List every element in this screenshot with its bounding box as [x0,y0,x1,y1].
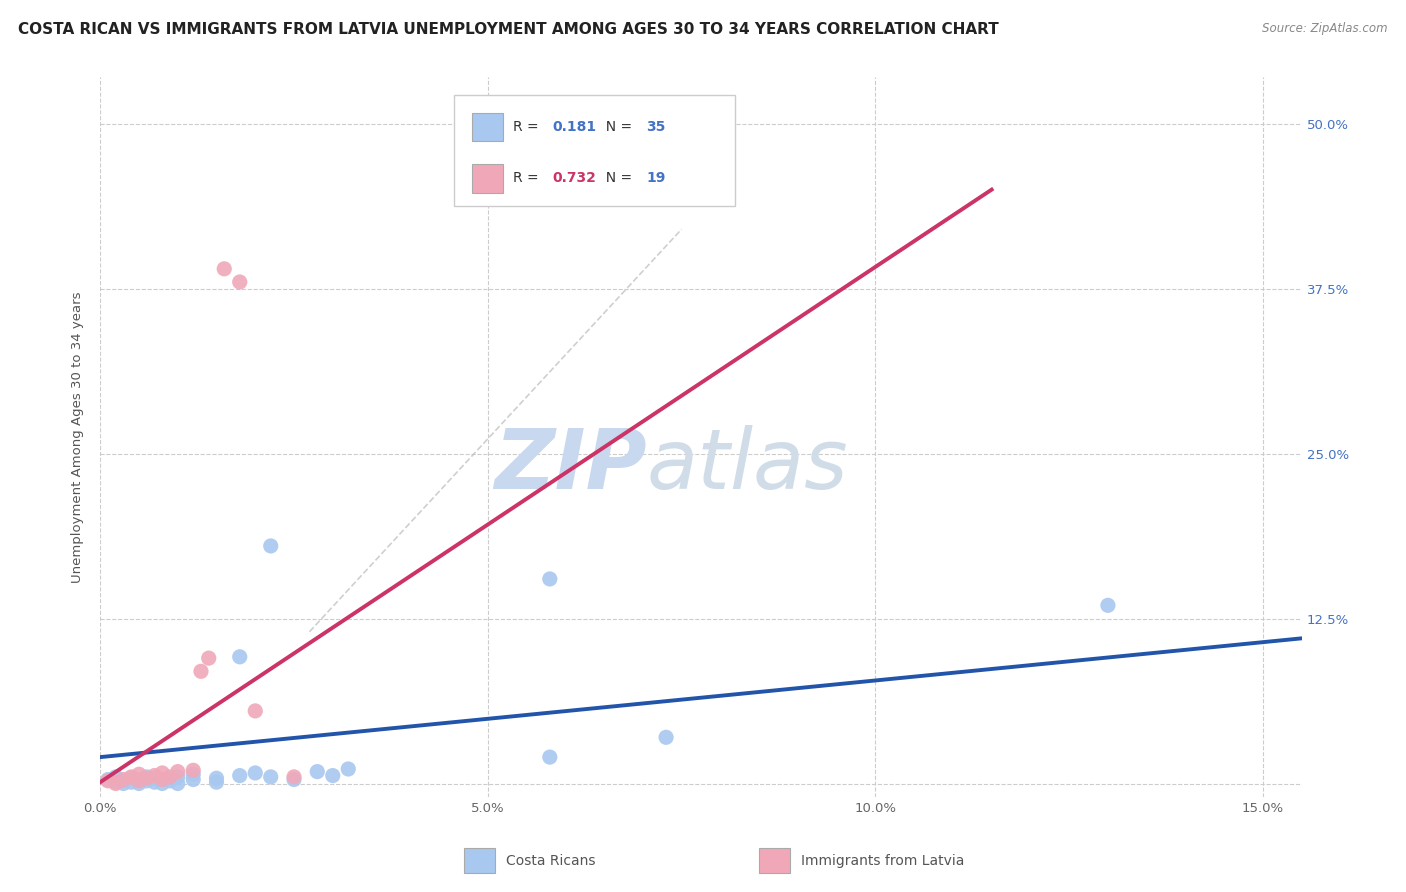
Point [166,776,188,790]
Point [135,773,157,788]
Text: 19: 19 [647,171,665,186]
Point [135,771,157,785]
Point [104,776,127,790]
Point [104,770,127,784]
Point [229,649,252,664]
Point [205,771,228,785]
Point [655,731,678,745]
Point [283,770,305,784]
Point [197,651,219,665]
Point [538,572,561,586]
Point [260,539,283,553]
Point [150,766,173,780]
Point [97,772,120,787]
Point [1097,599,1119,613]
Point [150,772,173,787]
Text: 35: 35 [647,120,665,134]
Point [212,261,235,276]
Point [283,772,305,787]
Text: Source: ZipAtlas.com: Source: ZipAtlas.com [1263,22,1388,36]
Y-axis label: Unemployment Among Ages 30 to 34 years: Unemployment Among Ages 30 to 34 years [72,292,84,582]
Point [337,762,360,776]
Point [120,770,142,784]
Point [128,767,150,781]
Text: N =: N = [598,171,637,186]
Point [322,768,344,782]
Point [245,704,267,718]
Point [97,773,120,788]
Text: Costa Ricans: Costa Ricans [506,854,596,868]
Point [120,775,142,789]
Point [143,768,166,782]
Text: ZIP: ZIP [495,425,647,507]
Text: 0.181: 0.181 [553,120,596,134]
Point [120,771,142,785]
Point [150,772,173,787]
Text: R =: R = [513,171,543,186]
Point [205,775,228,789]
Text: atlas: atlas [647,425,848,507]
Text: R =: R = [513,120,543,134]
Point [159,773,181,788]
Text: N =: N = [598,120,637,134]
Point [128,773,150,788]
Point [112,773,135,788]
Point [143,775,166,789]
Point [128,776,150,790]
Point [104,775,127,789]
Text: 0.732: 0.732 [553,171,596,186]
Point [307,764,329,779]
Point [229,275,252,289]
Point [181,764,204,778]
Point [190,665,212,679]
Point [538,750,561,764]
Point [128,772,150,787]
Point [181,767,204,781]
Point [166,764,188,779]
Point [181,772,204,787]
Point [229,768,252,782]
Point [166,770,188,784]
Point [150,776,173,790]
Point [143,771,166,785]
Text: Immigrants from Latvia: Immigrants from Latvia [801,854,965,868]
Point [112,776,135,790]
Point [135,770,157,784]
Point [159,770,181,784]
Point [112,772,135,787]
Point [260,770,283,784]
Text: COSTA RICAN VS IMMIGRANTS FROM LATVIA UNEMPLOYMENT AMONG AGES 30 TO 34 YEARS COR: COSTA RICAN VS IMMIGRANTS FROM LATVIA UN… [18,22,1000,37]
Point [245,766,267,780]
